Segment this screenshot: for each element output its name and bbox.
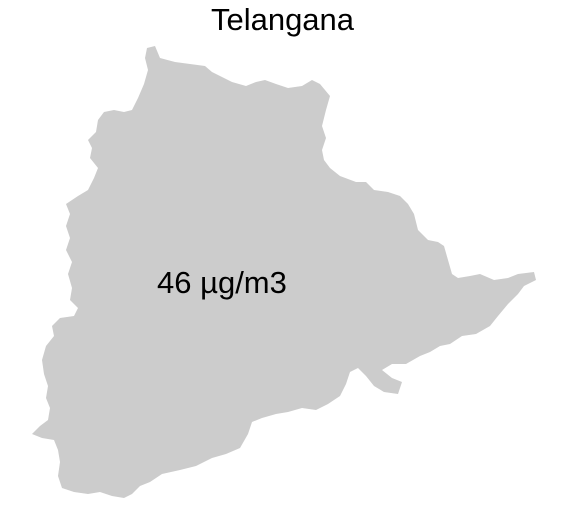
region-value-label: 46 µg/m3	[157, 265, 287, 300]
telangana-region-shape	[32, 46, 536, 498]
map-title: Telangana	[210, 2, 355, 37]
